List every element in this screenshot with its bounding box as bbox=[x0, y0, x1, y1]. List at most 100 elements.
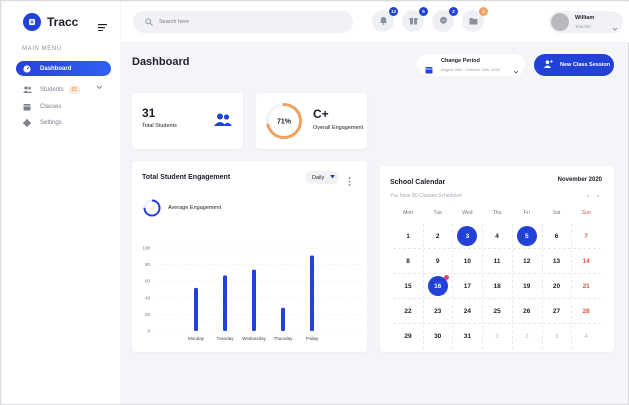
sidebar-item-label: Dashboard bbox=[40, 65, 72, 72]
day-number: 31 bbox=[463, 332, 471, 340]
calendar-day[interactable]: 10 bbox=[452, 251, 482, 271]
calendar-day[interactable]: 7 bbox=[571, 226, 601, 246]
y-tick-label: 80 bbox=[145, 262, 151, 267]
sidebar-item-settings[interactable]: Settings bbox=[16, 115, 111, 130]
period-label: Change Period bbox=[441, 58, 480, 64]
day-number: 20 bbox=[552, 282, 561, 290]
topbar: 12 5 2 4 William Teacher bbox=[121, 2, 629, 42]
calendar-day[interactable]: 13 bbox=[542, 251, 572, 271]
average-engagement-arc bbox=[143, 199, 161, 217]
sidebar-item-students[interactable]: Students 01 bbox=[16, 82, 111, 97]
calendar-day[interactable]: 26 bbox=[512, 301, 542, 321]
calendar-divider bbox=[393, 248, 601, 249]
gear-icon bbox=[22, 118, 32, 127]
calendar-day[interactable]: 16 bbox=[423, 276, 453, 296]
bar-wednesday[interactable] bbox=[252, 269, 256, 331]
average-engagement-gauge bbox=[143, 199, 161, 217]
calendar-day[interactable]: 6 bbox=[542, 226, 572, 246]
previous-month-button[interactable]: ‹ bbox=[587, 193, 590, 200]
calendar-day[interactable]: 15 bbox=[393, 276, 423, 296]
calendar-title: School Calendar bbox=[390, 179, 446, 186]
tracc-logo-icon bbox=[23, 13, 41, 31]
next-month-button[interactable]: › bbox=[597, 193, 600, 200]
calendar-day[interactable]: 28 bbox=[571, 301, 601, 321]
day-number: 3 bbox=[554, 332, 559, 340]
calendar-day[interactable]: 18 bbox=[482, 276, 512, 296]
engagement-ring-chart: 71% bbox=[266, 103, 302, 139]
calendar-day[interactable]: 14 bbox=[571, 251, 601, 271]
more-options-icon[interactable] bbox=[348, 173, 351, 191]
day-number: 21 bbox=[582, 282, 590, 290]
chevron-down-icon[interactable] bbox=[96, 85, 103, 92]
calendar-day[interactable]: 9 bbox=[423, 251, 453, 271]
calendar-day[interactable]: 30 bbox=[423, 326, 453, 346]
menu-caption: MAIN MENU bbox=[22, 46, 62, 52]
calendar-day[interactable]: 31 bbox=[452, 326, 482, 346]
user-role: Teacher bbox=[575, 24, 592, 29]
calendar-day[interactable]: 3 bbox=[542, 326, 572, 346]
calendar-day[interactable]: 27 bbox=[542, 301, 572, 321]
bar-monday[interactable] bbox=[194, 287, 198, 331]
bar-friday[interactable] bbox=[310, 255, 314, 331]
bar-tuesday[interactable] bbox=[223, 275, 227, 331]
avatar bbox=[551, 13, 569, 31]
calendar-day[interactable]: 1 bbox=[393, 226, 423, 246]
day-number: 29 bbox=[404, 332, 412, 340]
day-number: 15 bbox=[404, 282, 412, 290]
calendar-day[interactable]: 1 bbox=[482, 326, 512, 346]
weekday-label: Thu bbox=[492, 210, 502, 216]
y-tick-label: 100 bbox=[142, 246, 150, 251]
x-tick-label: Friday bbox=[306, 336, 319, 341]
calendar-month: November 2020 bbox=[557, 177, 602, 183]
y-tick-label: 40 bbox=[145, 295, 151, 300]
total-students-value: 31 bbox=[142, 106, 156, 120]
calendar-day[interactable]: 23 bbox=[423, 301, 453, 321]
calendar-day[interactable]: 4 bbox=[571, 326, 601, 346]
calendar-day[interactable]: 12 bbox=[512, 251, 542, 271]
students-icon bbox=[22, 86, 32, 93]
day-number: 3 bbox=[457, 226, 478, 246]
notifications-button[interactable]: 12 bbox=[372, 7, 398, 32]
weekday-label: Fri bbox=[523, 210, 530, 216]
search-input[interactable] bbox=[159, 19, 329, 25]
period-filter-dropdown[interactable]: Daily bbox=[305, 171, 339, 184]
calendar-day[interactable]: 22 bbox=[393, 301, 423, 321]
calendar-day[interactable]: 29 bbox=[393, 326, 423, 346]
calendar-day[interactable]: 2 bbox=[423, 226, 453, 246]
new-class-session-button[interactable]: New Class Session bbox=[534, 54, 614, 76]
calendar-day[interactable]: 25 bbox=[482, 301, 512, 321]
calendar-day[interactable]: 21 bbox=[571, 276, 601, 296]
search-bar[interactable] bbox=[133, 11, 353, 33]
add-user-icon bbox=[544, 60, 553, 70]
sidebar-item-dashboard[interactable]: Dashboard bbox=[16, 61, 111, 76]
files-button[interactable]: 4 bbox=[462, 7, 488, 32]
calendar-day[interactable]: 17 bbox=[452, 276, 482, 296]
day-number: 2 bbox=[435, 232, 440, 240]
app-name: Tracc bbox=[47, 15, 79, 29]
sidebar-item-classes[interactable]: Classes bbox=[16, 99, 111, 114]
calendar-day[interactable]: 4 bbox=[482, 226, 512, 246]
messages-button[interactable]: 2 bbox=[432, 7, 458, 32]
gifts-button[interactable]: 5 bbox=[402, 7, 428, 32]
sidebar-item-label: Settings bbox=[40, 119, 62, 126]
calendar-divider bbox=[422, 224, 424, 349]
calendar-day[interactable]: 24 bbox=[452, 301, 482, 321]
day-number: 4 bbox=[584, 332, 588, 340]
calendar-divider bbox=[511, 224, 513, 349]
calendar-day[interactable]: 8 bbox=[393, 251, 423, 271]
brand[interactable]: Tracc bbox=[23, 13, 78, 31]
change-period-dropdown[interactable]: Change Period August 28th - October 28th… bbox=[417, 54, 525, 76]
calendar-day[interactable]: 2 bbox=[512, 326, 542, 346]
menu-toggle-icon[interactable] bbox=[98, 18, 107, 36]
bar-thursday[interactable] bbox=[281, 307, 285, 331]
user-menu[interactable]: William Teacher bbox=[549, 11, 623, 33]
calendar-day[interactable]: 3 bbox=[452, 226, 482, 246]
calendar-day[interactable]: 19 bbox=[512, 276, 542, 296]
dashboard-icon bbox=[22, 64, 32, 73]
day-number: 7 bbox=[584, 232, 588, 240]
school-calendar-card: School Calendar November 2020 You have 8… bbox=[380, 166, 614, 352]
calendar-day[interactable]: 11 bbox=[482, 251, 512, 271]
event-dot bbox=[443, 275, 449, 280]
calendar-day[interactable]: 5 bbox=[512, 226, 542, 246]
calendar-day[interactable]: 20 bbox=[542, 276, 572, 296]
